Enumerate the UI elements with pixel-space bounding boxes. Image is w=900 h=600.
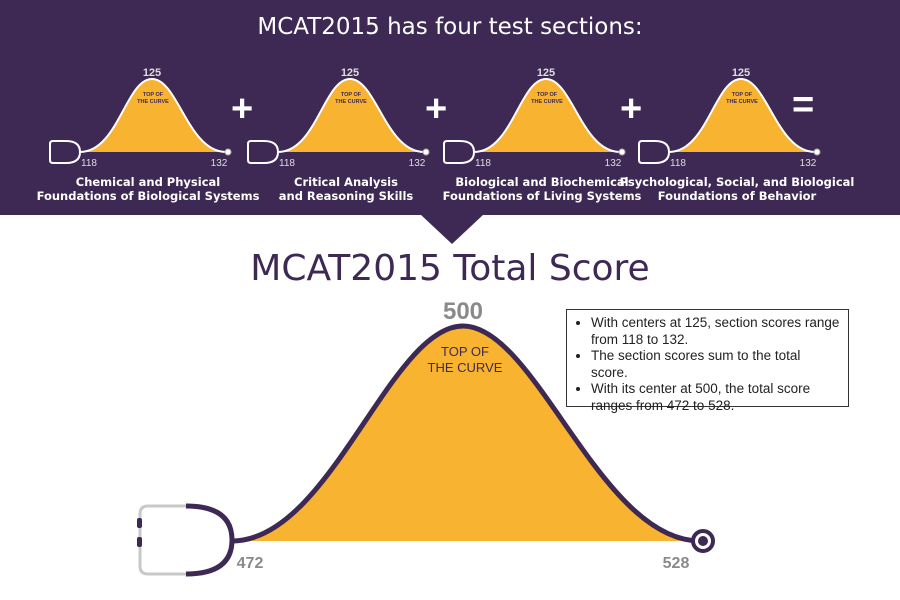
top-of-curve-label: TOP OF [441, 344, 489, 359]
stethoscope-icon [247, 140, 280, 164]
section-name-line: Critical Analysis [294, 175, 398, 189]
chestpiece-icon [224, 148, 232, 156]
section-curve: 125 TOP OF THE CURVE 118 132 [49, 67, 232, 169]
section-min-label: 118 [475, 158, 491, 169]
section-name-line: Foundations of Behavior [657, 189, 817, 203]
top-of-curve-label: TOP OF [341, 92, 362, 98]
section-name: Biological and Biochemical Foundations of… [422, 175, 662, 203]
note-item: With centers at 125, section scores rang… [591, 315, 840, 348]
chestpiece-icon [618, 148, 626, 156]
total-score-title: MCAT2015 Total Score [250, 248, 650, 289]
plus-operator: + [620, 88, 643, 130]
section-curve: 125 TOP OF THE CURVE 118 132 [247, 67, 430, 169]
section-name-line: Foundations of Living Systems [442, 189, 642, 203]
banner-headline: MCAT2015 has four test sections: [257, 14, 643, 40]
section-card: 125 TOP OF THE CURVE 118 132 Biological … [442, 66, 642, 206]
notes-box: With centers at 125, section scores rang… [566, 309, 849, 413]
section-card: 125 TOP OF THE CURVE 118 132 Critical An… [246, 66, 446, 206]
section-name: Critical Analysis and Reasoning Skills [226, 175, 466, 203]
plus-operator: + [231, 88, 254, 130]
section-name-line: and Reasoning Skills [278, 189, 414, 203]
top-of-curve-label: THE CURVE [137, 99, 169, 105]
section-min-label: 118 [81, 158, 97, 169]
top-of-curve-label: THE CURVE [726, 99, 758, 105]
stethoscope-icon [49, 140, 82, 164]
curve-fill [669, 79, 815, 152]
section-name: Psychological, Social, and Biological Fou… [617, 175, 857, 203]
chestpiece-icon [813, 148, 821, 156]
curve-line [79, 77, 227, 153]
section-name-line: Chemical and Physical [75, 175, 221, 189]
curve-line [231, 323, 701, 544]
top-of-curve-label: TOP OF [537, 92, 558, 98]
note-item: With its center at 500, the total score … [591, 381, 840, 414]
equals-operator: = [792, 84, 815, 126]
section-curve: 125 TOP OF THE CURVE 118 132 [443, 67, 626, 169]
section-name-line: Psychological, Social, and Biological [619, 175, 855, 189]
section-card: 125 TOP OF THE CURVE 118 132 Psychologic… [620, 66, 855, 206]
section-center-label: 125 [732, 67, 750, 79]
curve-line [277, 77, 425, 153]
section-curve: 125 TOP OF THE CURVE 118 132 [638, 67, 821, 169]
total-center-label: 500 [443, 298, 483, 325]
section-center-label: 125 [143, 67, 161, 79]
plus-operator: + [425, 88, 448, 130]
section-card: 125 TOP OF THE CURVE 118 132 Chemical an… [37, 66, 260, 206]
curve-line [668, 77, 816, 153]
top-of-curve-label: THE CURVE [428, 360, 503, 375]
section-max-label: 132 [605, 158, 622, 169]
section-min-label: 118 [670, 158, 686, 169]
note-item: The section scores sum to the total scor… [591, 348, 840, 381]
curve-fill [232, 326, 700, 541]
curve-line [473, 77, 621, 153]
curve-fill [474, 79, 620, 152]
section-max-label: 132 [409, 158, 426, 169]
section-name-line: Biological and Biochemical [455, 175, 629, 189]
total-max-label: 528 [663, 555, 690, 572]
section-min-label: 118 [279, 158, 295, 169]
section-center-label: 125 [341, 67, 359, 79]
stethoscope-icon [638, 140, 671, 164]
section-max-label: 132 [800, 158, 817, 169]
total-min-label: 472 [237, 555, 264, 572]
chestpiece-icon [422, 148, 430, 156]
section-name-line: Foundations of Biological Systems [36, 189, 260, 203]
stethoscope-icon [443, 140, 476, 164]
banner-pointer [420, 214, 484, 244]
top-of-curve-label: TOP OF [732, 92, 753, 98]
top-of-curve-label: TOP OF [143, 92, 164, 98]
section-name: Chemical and Physical Foundations of Biol… [28, 175, 268, 203]
stethoscope-icon [137, 503, 235, 577]
chestpiece-icon [691, 529, 715, 553]
section-center-label: 125 [537, 67, 555, 79]
top-of-curve-label: THE CURVE [335, 99, 367, 105]
section-max-label: 132 [211, 158, 228, 169]
top-of-curve-label: THE CURVE [531, 99, 563, 105]
curve-fill [278, 79, 424, 152]
curve-fill [80, 79, 226, 152]
